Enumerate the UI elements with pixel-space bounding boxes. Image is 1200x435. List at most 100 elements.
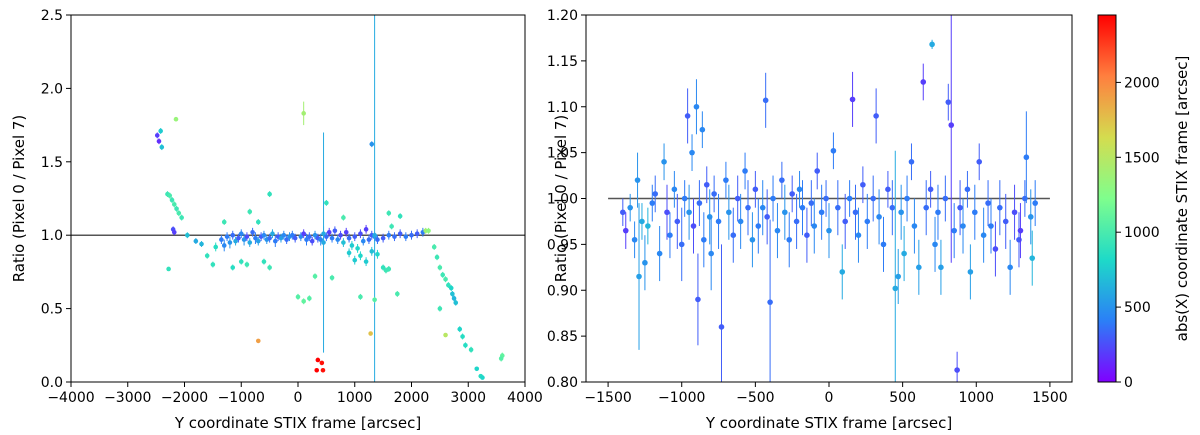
data-point: [253, 232, 258, 245]
point-marker: [176, 210, 182, 216]
point-marker: [261, 232, 267, 238]
data-point: [686, 184, 692, 240]
point-marker: [967, 269, 974, 275]
point-marker: [620, 209, 626, 216]
data-point: [329, 233, 335, 243]
data-point: [796, 170, 803, 208]
point-marker: [745, 204, 751, 211]
data-point: [241, 233, 247, 246]
data-point: [972, 184, 978, 240]
y-tick-label: 1.0: [41, 228, 63, 244]
data-point: [397, 229, 403, 239]
point-marker: [954, 367, 960, 373]
scatter-chart-left: −4000 −3000 −2000 −1000 0 1000 2000 3000 4000 0.…: [10, 8, 543, 432]
point-marker: [988, 223, 994, 229]
data-point: [346, 233, 352, 243]
data-point: [255, 236, 261, 246]
data-point: [767, 219, 773, 382]
point-marker: [885, 186, 891, 193]
point-marker: [320, 367, 326, 373]
point-marker: [307, 296, 312, 301]
point-marker: [270, 231, 275, 237]
data-point: [889, 180, 896, 236]
data-point: [904, 175, 910, 222]
data-point: [992, 221, 999, 277]
point-marker: [799, 204, 806, 211]
point-marker: [338, 232, 343, 238]
data-point: [920, 63, 927, 101]
x-tick-label: −1500: [584, 390, 631, 406]
point-marker: [224, 234, 230, 239]
point-marker: [227, 240, 233, 245]
point-marker: [431, 244, 437, 250]
data-point: [375, 249, 380, 259]
data-point: [369, 246, 375, 256]
point-marker: [238, 231, 244, 237]
data-point: [964, 170, 971, 208]
point-marker: [639, 218, 645, 225]
data-point: [723, 161, 729, 199]
data-points: [154, 15, 505, 382]
y-tick-label: 1.5: [41, 155, 63, 171]
point-marker: [826, 227, 832, 234]
data-point: [358, 293, 363, 300]
point-marker: [929, 41, 935, 48]
data-point: [261, 258, 267, 265]
data-point: [304, 233, 309, 246]
point-marker: [219, 237, 224, 242]
data-point: [711, 175, 717, 213]
data-point: [307, 295, 312, 302]
point-marker: [796, 186, 803, 193]
data-point: [380, 264, 386, 271]
data-points: [620, 15, 1038, 382]
data-point: [980, 207, 987, 263]
point-marker: [892, 285, 899, 292]
data-point: [985, 180, 991, 227]
point-marker: [292, 235, 298, 241]
point-marker: [236, 235, 241, 241]
point-marker: [498, 356, 504, 361]
data-point: [1002, 193, 1009, 249]
point-marker: [755, 223, 762, 229]
point-marker: [774, 227, 781, 234]
x-tick-label: −500: [736, 390, 774, 406]
point-marker: [332, 228, 338, 234]
point-marker: [273, 238, 278, 244]
data-point: [997, 180, 1003, 236]
data-point: [842, 193, 848, 249]
data-point: [885, 170, 891, 208]
point-marker: [409, 232, 414, 238]
point-marker: [301, 298, 306, 304]
point-marker: [414, 231, 420, 237]
data-point: [219, 235, 224, 245]
point-marker: [319, 360, 325, 366]
data-point: [634, 152, 641, 208]
data-point: [349, 241, 355, 250]
x-axis-label: Y coordinate STIX frame [arcsec]: [174, 414, 421, 432]
data-point: [498, 355, 504, 362]
data-point: [749, 212, 756, 268]
data-point: [450, 290, 455, 297]
point-marker: [938, 264, 944, 271]
point-marker: [652, 191, 659, 197]
data-point: [431, 244, 437, 250]
data-point: [236, 233, 241, 243]
data-point: [270, 229, 275, 239]
point-marker: [278, 235, 284, 241]
point-marker: [156, 138, 162, 144]
data-point: [474, 366, 480, 372]
data-point: [649, 184, 656, 222]
data-point: [1027, 189, 1034, 245]
data-point: [864, 193, 871, 249]
point-marker: [667, 232, 673, 238]
point-marker: [749, 236, 756, 243]
data-point: [281, 230, 287, 240]
data-point: [278, 233, 284, 243]
point-marker: [221, 219, 227, 225]
point-marker: [860, 181, 866, 188]
data-point: [267, 191, 272, 198]
point-marker: [480, 375, 485, 380]
point-marker: [247, 209, 253, 215]
data-point: [730, 207, 737, 263]
data-point: [908, 143, 915, 181]
